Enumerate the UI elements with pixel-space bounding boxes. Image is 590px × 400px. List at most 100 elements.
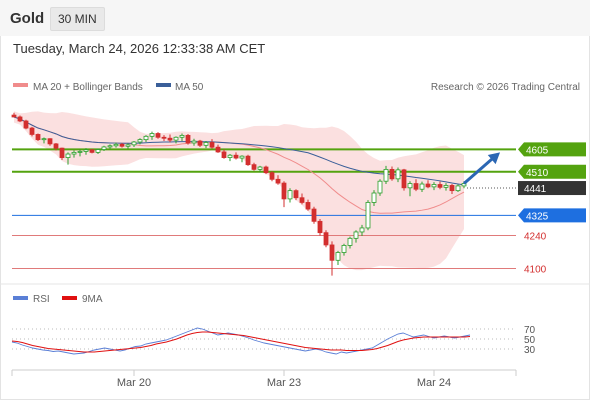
candle-body <box>77 151 83 153</box>
price-legend: MA 20 + Bollinger Bands MA 50 Research ©… <box>13 82 580 93</box>
candle-59 <box>365 200 371 231</box>
candle-body <box>377 180 383 194</box>
candle-body <box>383 168 389 182</box>
candle-48 <box>299 193 305 205</box>
candle-62 <box>383 165 389 185</box>
candle-13 <box>89 149 95 154</box>
candle-72 <box>443 183 449 191</box>
candle-body <box>395 169 401 180</box>
candle-33 <box>209 139 215 149</box>
candle-body <box>89 149 95 153</box>
candle-50 <box>311 206 317 224</box>
candle-66 <box>407 181 413 197</box>
candle-7 <box>53 142 59 151</box>
resistance-label-text: 4605 <box>526 145 549 156</box>
current-price-box <box>518 181 586 196</box>
candle-27 <box>173 136 179 144</box>
candle-body <box>317 220 323 234</box>
rsi-ma-legend-swatch <box>62 296 77 300</box>
candle-25 <box>161 135 167 142</box>
support-label-text: 4100 <box>524 265 547 276</box>
candle-body <box>347 237 353 246</box>
bollinger-band-area <box>14 111 464 271</box>
candle-body <box>293 190 299 199</box>
candle-1 <box>17 115 23 123</box>
current-price-label: 4441 <box>518 181 586 196</box>
rsi-tick-70: 70 <box>524 325 536 336</box>
chart-datetime: Tuesday, March 24, 2026 12:33:38 AM CET <box>13 41 266 56</box>
candle-37 <box>233 152 239 160</box>
candle-9 <box>65 152 71 165</box>
candle-body <box>311 208 317 222</box>
candle-32 <box>203 141 209 149</box>
candle-40 <box>251 162 257 171</box>
candle-0 <box>11 112 17 118</box>
candle-body <box>143 135 149 141</box>
candle-body <box>233 154 239 159</box>
candle-38 <box>239 155 245 163</box>
rsi-tick-50: 50 <box>524 335 536 346</box>
candle-56 <box>347 236 353 249</box>
rsi-legend: RSI 9MA <box>13 294 103 305</box>
support-label-4100: 4100 <box>524 265 547 276</box>
candle-65 <box>401 168 407 191</box>
candle-body <box>455 185 461 192</box>
candle-body <box>161 136 167 139</box>
candle-34 <box>215 144 221 153</box>
x-tick-label: Mar 24 <box>417 377 451 389</box>
candle-body <box>245 155 251 166</box>
candle-28 <box>179 133 185 142</box>
candle-57 <box>353 230 359 243</box>
candle-body <box>173 136 179 141</box>
candle-74 <box>455 184 461 193</box>
candle-29 <box>185 133 191 145</box>
candle-body <box>191 140 197 144</box>
candle-body <box>257 166 263 170</box>
current-price-text: 4441 <box>524 184 547 195</box>
candle-2 <box>23 119 29 130</box>
resistance-label-text: 4510 <box>526 168 549 179</box>
candle-body <box>35 134 41 141</box>
candle-body <box>275 178 281 184</box>
candle-body <box>131 141 137 146</box>
candle-3 <box>29 126 35 137</box>
moving-averages <box>13 116 465 214</box>
candle-15 <box>101 145 107 151</box>
candle-body <box>203 142 209 146</box>
candle-55 <box>341 243 347 256</box>
candle-5 <box>41 137 47 144</box>
timeframe-badge[interactable]: 30 MIN <box>50 7 105 31</box>
projection-arrow-head <box>487 152 500 165</box>
candle-body <box>167 137 173 141</box>
candle-21 <box>137 138 143 145</box>
candle-10 <box>71 150 77 158</box>
candle-body <box>53 143 59 149</box>
candle-18 <box>119 142 125 148</box>
resistance-label-box <box>518 164 586 179</box>
candle-body <box>341 245 347 253</box>
candle-body <box>179 134 185 138</box>
candle-body <box>425 183 431 188</box>
candle-body <box>371 192 377 203</box>
candle-61 <box>377 179 383 196</box>
candle-body <box>263 166 269 174</box>
candle-body <box>413 183 419 190</box>
candle-body <box>119 143 125 147</box>
candle-49 <box>305 199 311 211</box>
candle-63 <box>389 166 395 181</box>
candle-67 <box>413 179 419 192</box>
candle-39 <box>245 154 251 166</box>
rsi-tick-30: 30 <box>524 345 536 356</box>
candle-64 <box>395 167 401 183</box>
resistance-label-4605: 4605 <box>518 142 586 157</box>
candle-body <box>221 151 227 158</box>
candle-6 <box>47 138 53 146</box>
candle-body <box>101 146 107 150</box>
candle-35 <box>221 149 227 159</box>
candle-22 <box>143 135 149 142</box>
candle-body <box>17 116 23 122</box>
x-axis: Mar 20 Mar 23 Mar 24 <box>11 369 517 389</box>
candle-body <box>251 164 257 170</box>
candle-71 <box>437 181 443 190</box>
candle-47 <box>293 189 299 201</box>
